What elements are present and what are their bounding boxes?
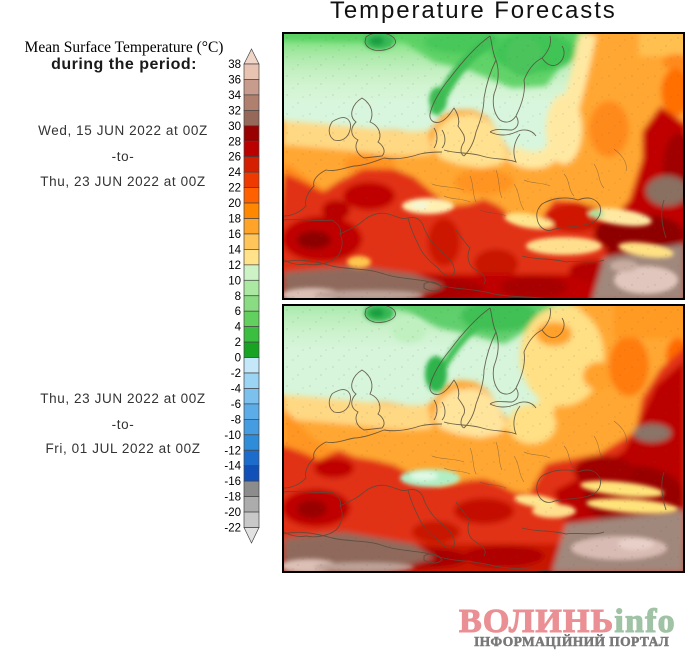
- svg-text:-16: -16: [224, 476, 241, 488]
- svg-text:34: 34: [228, 90, 241, 102]
- svg-text:22: 22: [228, 183, 241, 195]
- svg-text:-12: -12: [224, 445, 241, 457]
- svg-text:12: 12: [228, 260, 241, 272]
- svg-text:24: 24: [228, 167, 241, 179]
- svg-text:28: 28: [228, 136, 241, 148]
- svg-text:-8: -8: [231, 414, 241, 426]
- svg-text:36: 36: [228, 74, 241, 86]
- svg-text:38: 38: [228, 59, 241, 71]
- svg-text:20: 20: [228, 198, 241, 210]
- svg-text:18: 18: [228, 214, 241, 226]
- svg-text:16: 16: [228, 229, 241, 241]
- svg-text:-10: -10: [224, 430, 241, 442]
- svg-text:-4: -4: [231, 383, 242, 395]
- svg-text:4: 4: [235, 322, 242, 334]
- svg-text:-14: -14: [224, 461, 241, 473]
- svg-text:26: 26: [228, 152, 241, 164]
- svg-text:2: 2: [235, 337, 241, 349]
- svg-text:0: 0: [235, 353, 241, 365]
- svg-text:6: 6: [235, 306, 241, 318]
- svg-text:-2: -2: [231, 368, 241, 380]
- svg-text:32: 32: [228, 105, 241, 117]
- svg-text:8: 8: [235, 291, 241, 303]
- svg-text:-18: -18: [224, 492, 241, 504]
- svg-text:-22: -22: [224, 523, 241, 535]
- svg-text:10: 10: [228, 275, 241, 287]
- svg-text:-6: -6: [231, 399, 241, 411]
- svg-text:14: 14: [228, 244, 241, 256]
- svg-text:30: 30: [228, 121, 241, 133]
- svg-text:-20: -20: [224, 507, 241, 519]
